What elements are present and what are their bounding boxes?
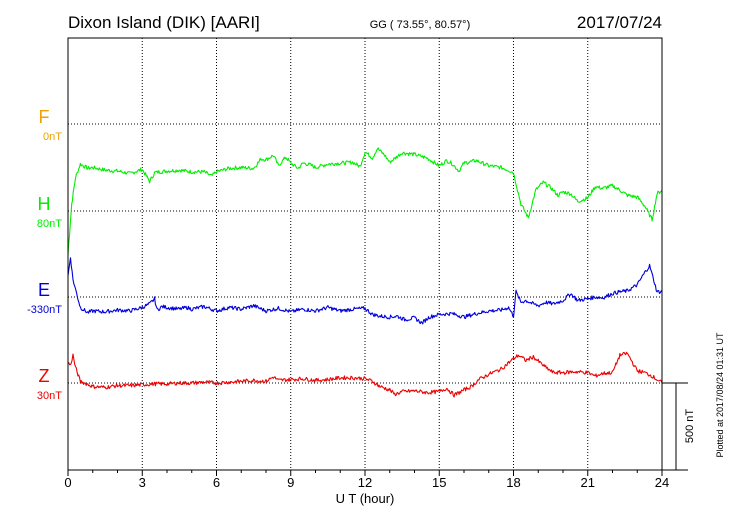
series-line-z — [68, 351, 663, 398]
record-date: 2017/07/24 — [577, 13, 662, 32]
x-axis-ticks: 0 3 6 9 12 15 18 21 24 — [64, 470, 669, 490]
x-tick-label: 21 — [581, 475, 595, 490]
series-lines — [67, 147, 663, 398]
component-name-h: H — [38, 194, 51, 214]
scale-bar-label: 500 nT — [684, 409, 696, 444]
station-title: Dixon Island (DIK) [AARI] — [68, 13, 260, 32]
series-line-e — [67, 257, 663, 325]
series-line-h — [67, 147, 663, 255]
component-name-e: E — [38, 280, 50, 300]
x-tick-label: 6 — [213, 475, 220, 490]
component-name-z: Z — [39, 366, 50, 386]
component-name-f: F — [39, 107, 50, 127]
x-tick-label: 24 — [655, 475, 669, 490]
grid — [68, 38, 662, 470]
x-tick-label: 3 — [139, 475, 146, 490]
x-tick-label: 0 — [64, 475, 71, 490]
component-labels: F 0nT H 80nT E -330nT Z 30nT — [27, 107, 62, 402]
x-tick-label: 15 — [432, 475, 446, 490]
component-baseline-h: 80nT — [37, 218, 62, 230]
component-baseline-z: 30nT — [37, 390, 62, 402]
x-tick-label: 18 — [506, 475, 520, 490]
station-coordinates: GG ( 73.55°, 80.57°) — [370, 19, 471, 31]
plotted-timestamp: Plotted at 2017/08/24 01:31 UT — [715, 332, 725, 458]
component-baseline-f: 0nT — [43, 131, 62, 143]
x-tick-label: 12 — [358, 475, 372, 490]
x-tick-label: 9 — [287, 475, 294, 490]
x-axis-title: U T (hour) — [336, 491, 395, 506]
component-baseline-e: -330nT — [27, 304, 62, 316]
